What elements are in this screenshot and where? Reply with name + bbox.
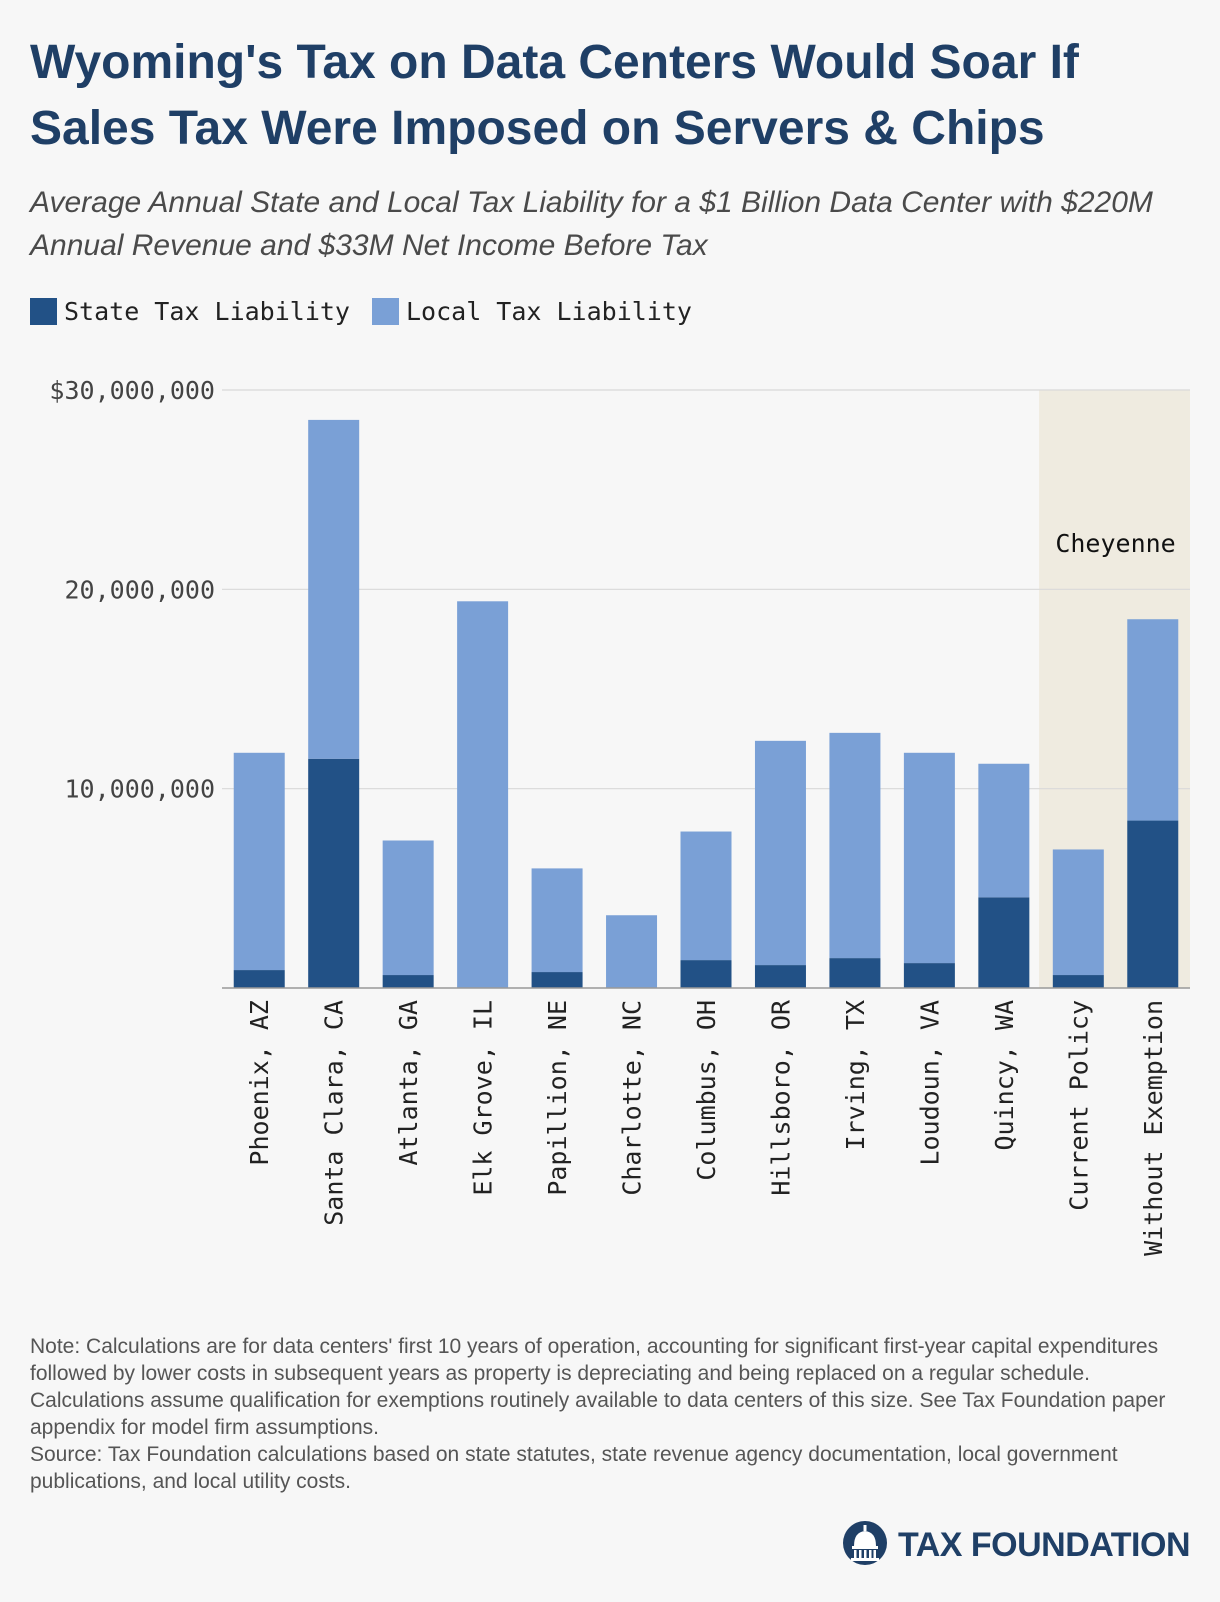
legend-item-local: Local Tax Liability <box>371 296 692 326</box>
tax-foundation-logo: TAX FOUNDATION <box>842 1520 1191 1571</box>
bar-state <box>1127 820 1179 988</box>
notes: Note: Calculations are for data centers'… <box>30 1333 1195 1495</box>
legend-label-state: State Tax Liability <box>64 296 350 326</box>
x-tick-label: Quincy, WA <box>990 1000 1019 1151</box>
x-tick-label: Without Exemption <box>1139 1000 1168 1256</box>
y-tick-label: 10,000,000 <box>64 775 215 804</box>
bar-state <box>531 972 583 988</box>
bar-state <box>382 975 434 988</box>
capitol-dome-icon <box>842 1520 888 1571</box>
logo-text: TAX FOUNDATION <box>897 1526 1191 1564</box>
bar-local <box>754 740 806 966</box>
bar-local <box>1127 619 1179 821</box>
bar-local <box>531 868 583 973</box>
note-text: Note: Calculations are for data centers'… <box>30 1335 1166 1439</box>
chart-title: Wyoming's Tax on Data Centers Would Soar… <box>30 36 1079 155</box>
bar-local <box>1052 849 1104 976</box>
x-tick-label: Current Policy <box>1064 1000 1093 1211</box>
bar-local <box>680 831 732 961</box>
x-tick-label: Papillion, NE <box>543 1000 572 1196</box>
y-tick-label: 20,000,000 <box>64 575 215 604</box>
stacked-bar-chart: 10,000,000 20,000,000 $30,000,000 Cheyenne P… <box>49 376 1190 1256</box>
x-tick-label: Atlanta, GA <box>394 1000 423 1166</box>
bar-local <box>829 732 881 959</box>
y-tick-label: $30,000,000 <box>49 376 215 405</box>
x-tick-label: Santa Clara, CA <box>320 1000 349 1226</box>
bar-state <box>829 958 881 988</box>
x-tick-label: Columbus, OH <box>692 1000 721 1181</box>
legend-item-state: State Tax Liability <box>30 297 350 326</box>
bar-state <box>754 965 806 988</box>
legend-swatch-state <box>30 297 57 325</box>
x-tick-label: Loudoun, VA <box>915 1000 944 1166</box>
chart-subtitle: Average Annual State and Local Tax Liabi… <box>30 186 1153 262</box>
bar-state <box>978 897 1030 988</box>
x-tick-label: Hillsboro, OR <box>766 999 795 1196</box>
source-text: Source: Tax Foundation calculations base… <box>30 1443 1118 1493</box>
bar-state <box>1052 975 1104 988</box>
bar-local <box>606 915 658 988</box>
bar-state <box>233 970 285 988</box>
bar-state <box>903 963 955 988</box>
highlight-label: Cheyenne <box>1055 529 1175 558</box>
legend: State Tax Liability Local Tax Liability <box>30 293 714 329</box>
bar-state <box>308 758 360 988</box>
bar-local <box>233 752 285 971</box>
legend-label-local: Local Tax Liability <box>405 296 692 326</box>
bar-local <box>457 601 509 988</box>
bar-local <box>903 752 955 964</box>
legend-swatch-local <box>371 297 399 325</box>
x-tick-label: Irving, TX <box>841 1000 870 1151</box>
x-tick-label: Charlotte, NC <box>618 1000 647 1196</box>
x-tick-label: Phoenix, AZ <box>245 1000 274 1166</box>
bar-local <box>978 763 1030 898</box>
bar-local <box>308 419 360 759</box>
x-tick-label: Elk Grove, IL <box>469 1000 498 1196</box>
bar-state <box>680 960 732 988</box>
bar-local <box>382 840 434 976</box>
